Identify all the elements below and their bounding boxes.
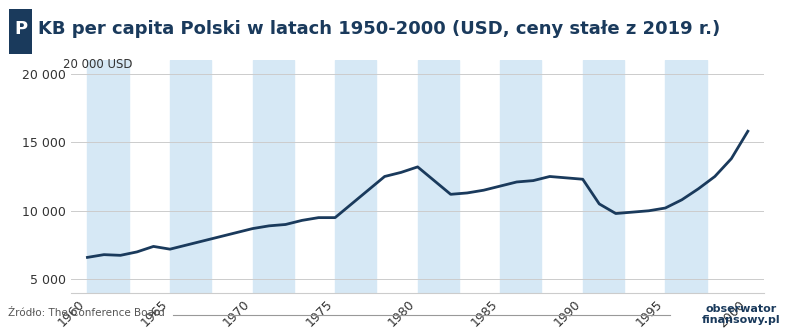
Bar xyxy=(665,60,707,293)
Text: P: P xyxy=(14,20,27,38)
Bar xyxy=(252,60,294,293)
Bar xyxy=(500,60,541,293)
Bar xyxy=(583,60,624,293)
Text: Źródło: The Conference Board: Źródło: The Conference Board xyxy=(8,308,165,318)
Bar xyxy=(335,60,377,293)
Bar xyxy=(9,9,32,54)
Text: KB per capita Polski w latach 1950-2000 (USD, ceny stałe z 2019 r.): KB per capita Polski w latach 1950-2000 … xyxy=(38,20,720,38)
Bar xyxy=(87,60,128,293)
Text: 20 000 USD: 20 000 USD xyxy=(63,58,132,71)
Text: obserwator
finansowy.pl: obserwator finansowy.pl xyxy=(701,304,780,325)
Bar xyxy=(418,60,459,293)
Bar xyxy=(170,60,211,293)
